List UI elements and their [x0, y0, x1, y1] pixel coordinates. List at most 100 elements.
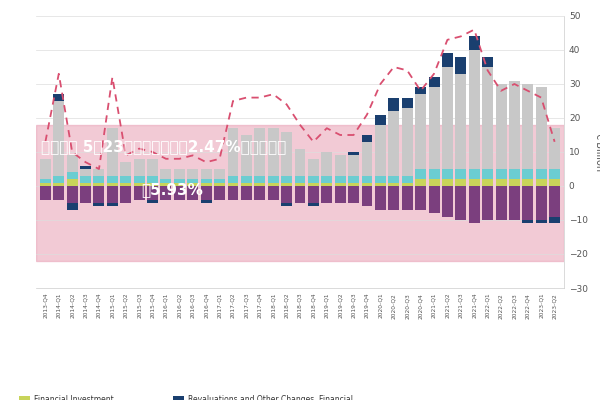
Bar — [523, 220, 533, 223]
Bar — [268, 128, 278, 176]
Bar — [174, 182, 185, 186]
Bar — [415, 169, 426, 179]
Bar — [107, 203, 118, 206]
Bar — [482, 57, 493, 67]
Bar — [322, 152, 332, 176]
Bar — [455, 57, 466, 74]
Bar — [549, 128, 560, 169]
Bar — [227, 186, 238, 200]
Bar — [187, 182, 198, 186]
Bar — [147, 200, 158, 203]
Bar — [375, 176, 386, 182]
Bar — [496, 169, 506, 179]
Bar — [134, 186, 145, 200]
Bar — [402, 108, 413, 176]
Bar — [36, 125, 564, 261]
Bar — [322, 186, 332, 203]
Bar — [107, 186, 118, 203]
Bar — [335, 182, 346, 186]
Bar — [455, 186, 466, 220]
Bar — [362, 182, 373, 186]
Bar — [428, 186, 440, 213]
Bar — [200, 179, 212, 182]
Bar — [455, 169, 466, 179]
Bar — [362, 186, 373, 206]
Bar — [67, 179, 77, 186]
Bar — [388, 186, 400, 210]
Bar — [335, 176, 346, 182]
Legend: Financial Investment, Liabilities, Investment in New Housing Assets, Revaluation: Financial Investment, Liabilities, Inves… — [19, 395, 353, 400]
Bar — [295, 186, 305, 203]
Bar — [53, 176, 64, 182]
Bar — [348, 176, 359, 182]
Bar — [428, 87, 440, 169]
Bar — [295, 176, 305, 182]
Bar — [509, 179, 520, 186]
Bar — [174, 186, 185, 200]
Bar — [375, 125, 386, 176]
Bar — [227, 182, 238, 186]
Bar — [402, 176, 413, 182]
Bar — [482, 67, 493, 169]
Bar — [388, 176, 400, 182]
Bar — [40, 159, 51, 179]
Bar — [174, 179, 185, 182]
Text: 率5.93%: 率5.93% — [142, 182, 203, 198]
Bar — [241, 176, 252, 182]
Bar — [322, 182, 332, 186]
Bar — [523, 84, 533, 169]
Bar — [402, 186, 413, 210]
Text: 配资公司 5月23日平煤转债下跌2.47%，转股溢价: 配资公司 5月23日平煤转债下跌2.47%，转股溢价 — [41, 139, 287, 154]
Bar — [53, 94, 64, 101]
Bar — [348, 152, 359, 155]
Bar — [160, 186, 172, 200]
Bar — [295, 182, 305, 186]
Bar — [523, 179, 533, 186]
Bar — [322, 176, 332, 182]
Bar — [214, 179, 225, 182]
Bar — [415, 94, 426, 169]
Bar — [80, 176, 91, 182]
Bar — [227, 128, 238, 176]
Bar — [40, 179, 51, 182]
Bar — [308, 182, 319, 186]
Bar — [428, 77, 440, 87]
Bar — [442, 179, 453, 186]
Bar — [536, 179, 547, 186]
Bar — [80, 169, 91, 176]
Bar — [200, 169, 212, 179]
Bar — [80, 186, 91, 203]
Bar — [134, 182, 145, 186]
Bar — [107, 182, 118, 186]
Bar — [549, 216, 560, 223]
Bar — [536, 169, 547, 179]
Bar — [375, 114, 386, 125]
Bar — [254, 176, 265, 182]
Bar — [415, 87, 426, 94]
Bar — [482, 186, 493, 220]
Bar — [160, 169, 172, 179]
Bar — [120, 182, 131, 186]
Bar — [227, 176, 238, 182]
Bar — [53, 182, 64, 186]
Bar — [335, 155, 346, 176]
Bar — [40, 182, 51, 186]
Bar — [174, 169, 185, 179]
Bar — [281, 186, 292, 203]
Bar — [187, 169, 198, 179]
Bar — [94, 176, 104, 182]
Bar — [402, 182, 413, 186]
Bar — [94, 203, 104, 206]
Bar — [67, 155, 77, 172]
Bar — [80, 182, 91, 186]
Bar — [200, 200, 212, 203]
Bar — [335, 186, 346, 203]
Bar — [268, 176, 278, 182]
Bar — [308, 203, 319, 206]
Bar — [268, 182, 278, 186]
Bar — [388, 182, 400, 186]
Bar — [442, 53, 453, 67]
Bar — [348, 155, 359, 176]
Bar — [214, 186, 225, 200]
Bar — [187, 179, 198, 182]
